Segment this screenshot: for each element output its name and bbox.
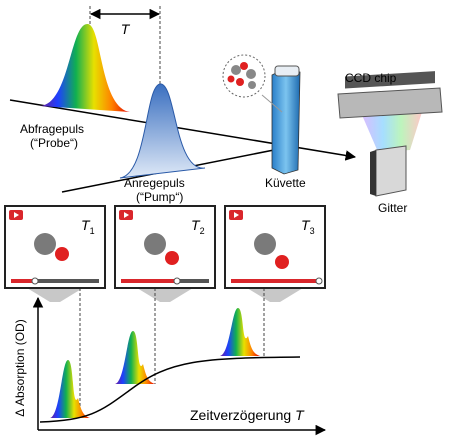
y-axis-label: Δ Absorption (OD) bbox=[13, 319, 27, 416]
delay: T bbox=[89, 6, 161, 98]
spectrum bbox=[115, 331, 155, 384]
cuvette-label: Küvette bbox=[265, 176, 306, 190]
detector-label: CCD chip bbox=[345, 71, 397, 85]
panel-label-t: T bbox=[81, 217, 91, 233]
signal-curve bbox=[39, 356, 301, 423]
delay-label: T bbox=[121, 21, 131, 37]
panel-label: T2 bbox=[191, 217, 205, 236]
spectrum bbox=[220, 308, 260, 356]
pump-name: Anregepuls bbox=[124, 176, 185, 190]
grating-label: Gitter bbox=[378, 201, 407, 215]
panel-label-t: T bbox=[301, 217, 311, 233]
funnel bbox=[137, 288, 193, 302]
atom-big bbox=[144, 233, 166, 255]
progress-fill bbox=[11, 279, 35, 283]
panel-label-sub: 1 bbox=[90, 226, 95, 236]
panel-label-sub: 3 bbox=[310, 226, 315, 236]
panel-label-sub: 2 bbox=[200, 226, 205, 236]
atom-big bbox=[254, 233, 276, 255]
cuvette bbox=[222, 54, 301, 175]
graph: Δ Absorption (OD) Zeitverzögerung T bbox=[13, 296, 327, 436]
x-axis-symbol: T bbox=[295, 407, 305, 423]
x-axis-label: Zeitverzögerung T bbox=[190, 407, 305, 423]
funnel bbox=[247, 288, 303, 302]
x-axis-label-text: Zeitverzögerung bbox=[190, 407, 291, 423]
probe-note: (“Probe“) bbox=[30, 136, 78, 150]
progress-knob bbox=[315, 277, 323, 285]
atom-big bbox=[34, 233, 56, 255]
progress-bar bbox=[11, 279, 99, 283]
panel-label: T3 bbox=[301, 217, 315, 236]
play-arrow bbox=[14, 212, 19, 218]
progress-fill bbox=[121, 279, 177, 283]
probe-name: Abfragepuls bbox=[20, 122, 84, 136]
progress-fill bbox=[231, 279, 319, 283]
atom-small bbox=[165, 251, 179, 265]
spectrum bbox=[50, 360, 90, 418]
spectrometer bbox=[337, 71, 443, 197]
panel-label: T1 bbox=[81, 217, 95, 236]
play-arrow bbox=[234, 212, 239, 218]
probe-pulse bbox=[40, 23, 130, 112]
progress-knob bbox=[173, 277, 181, 285]
atom-small bbox=[275, 255, 289, 269]
pump-pulse bbox=[119, 83, 206, 179]
atom-small bbox=[55, 247, 69, 261]
play-arrow bbox=[124, 212, 129, 218]
pump-note: (“Pump“) bbox=[136, 190, 183, 204]
panel-label-t: T bbox=[191, 217, 201, 233]
progress-knob bbox=[31, 277, 39, 285]
funnel bbox=[27, 288, 83, 302]
